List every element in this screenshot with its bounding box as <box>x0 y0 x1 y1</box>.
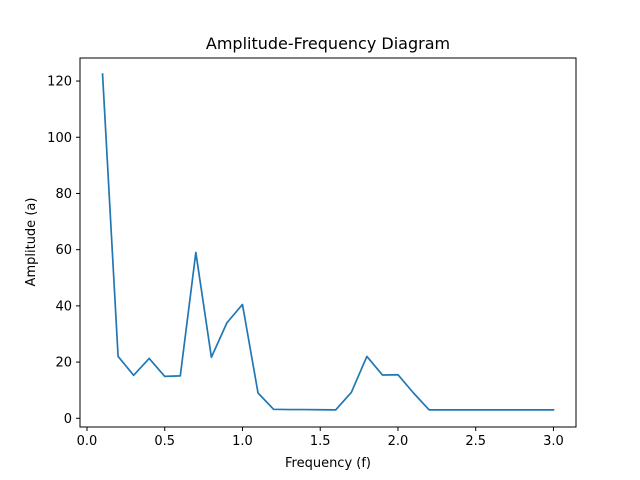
x-axis: 0.0 0.5 1.0 1.5 2.0 2.5 3.0 <box>77 427 564 449</box>
axes-frame <box>79 57 577 428</box>
x-tick-label: 2.5 <box>465 434 486 449</box>
y-tick-label: 60 <box>55 243 72 258</box>
x-tick-label: 3.0 <box>543 434 564 449</box>
chart-title: Amplitude-Frequency Diagram <box>206 34 450 53</box>
y-tick-label: 40 <box>55 299 72 314</box>
x-tick-label: 0.0 <box>77 434 98 449</box>
y-tick-label: 20 <box>55 356 72 371</box>
y-axis-label: Amplitude (a) <box>24 198 39 287</box>
y-tick-label: 80 <box>55 187 72 202</box>
y-tick-label: 120 <box>47 75 72 90</box>
y-axis: 0 20 40 60 80 100 120 <box>47 75 80 427</box>
series-line-0 <box>101 73 555 411</box>
x-tick-label: 1.0 <box>232 434 253 449</box>
x-tick-label: 1.5 <box>310 434 331 449</box>
x-axis-label: Frequency (f) <box>285 456 371 471</box>
y-tick-label: 100 <box>47 131 72 146</box>
y-tick-label: 0 <box>64 412 72 427</box>
x-tick-label: 2.0 <box>388 434 409 449</box>
x-tick-label: 0.5 <box>154 434 175 449</box>
plot-area <box>79 57 577 428</box>
